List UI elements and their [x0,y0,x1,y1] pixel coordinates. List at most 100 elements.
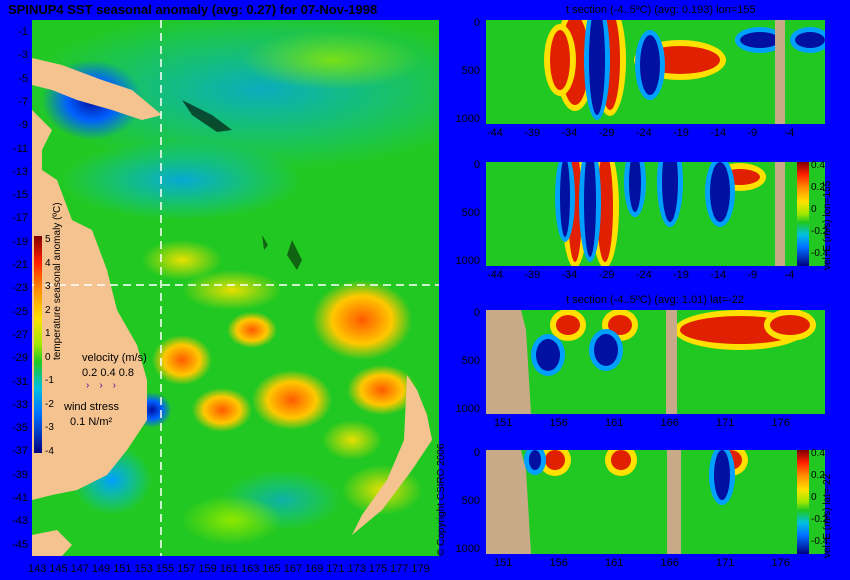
map-y-tick: -23 [12,282,28,295]
land-mask [775,162,785,266]
velocity-colorbar [797,450,809,554]
velocity-colorbar [797,162,809,266]
map-y-tick: -27 [12,328,28,341]
map-x-tick: 151 [113,563,132,575]
panel-x-tick: -14 [710,127,727,139]
panel-x-tick: 161 [605,417,624,429]
map-y-tick: -11 [12,142,28,155]
colorbar-tick: 0.4 [811,160,825,171]
panel-title: t section (-4..5ºC) (avg: 1.01) lat=-22 [566,294,744,306]
panel-x-tick: -39 [524,127,541,139]
cold-core [662,162,678,222]
panel-y-tick: 0 [473,307,480,319]
panel-x-tick: -19 [673,127,689,139]
colorbar-tick: -0.2 [811,514,829,525]
velocity-legend-values: 0.2 0.4 0.8 [82,367,134,379]
map-colorbar-tick: 0 [45,351,51,363]
map-x-tick: 149 [91,563,111,575]
map-y-tick: -29 [12,352,28,365]
panel-y-tick: 1000 [455,255,480,267]
cold-core [640,35,660,95]
coast-land [486,450,531,554]
map-x-tick: 179 [411,563,430,575]
panel-x-tick: -4 [784,269,795,281]
map-y-tick: -15 [12,189,28,202]
land-mask [667,450,681,554]
map-y-tick: -31 [12,375,28,388]
map-y-tick: -33 [12,398,28,411]
panel-x-tick: 151 [494,417,513,429]
panel-y-tick: 0 [473,17,480,29]
map-y-tick: -39 [12,468,28,481]
map-colorbar-tick: 2 [45,304,51,316]
velocity-legend-label: velocity (m/s) [82,352,147,364]
panel-x-tick: 156 [549,417,568,429]
panel-x-tick: 176 [771,557,790,569]
map-x-tick: 143 [28,563,47,575]
panel-x-tick: -44 [487,127,503,139]
panel-title: t section (-4..5ºC) (avg: 0.193) lon=155 [566,4,756,16]
colorbar-tick: 0 [811,492,817,503]
section-panel-2 [486,162,825,266]
panel-x-tick: 166 [660,557,679,569]
panel-x-tick: -34 [561,269,578,281]
colorbar-tick: -0.2 [811,226,829,237]
new-zealand-land [352,375,432,535]
section-panel-1 [486,20,825,124]
cold-core [529,450,541,470]
panel-x-tick: 171 [716,557,735,569]
panel-y-tick: 1000 [455,113,480,125]
panel-y-tick: 1000 [455,403,480,415]
map-colorbar-tick: 4 [45,257,51,269]
map-colorbar-tick: -1 [45,375,54,386]
map-y-tick: -5 [18,72,28,85]
australia-land [32,110,147,500]
hot-core [550,30,570,90]
panel-x-tick: 166 [660,417,679,429]
map-x-tick: 173 [347,563,366,575]
map-y-tick: -17 [12,212,28,225]
map-x-tick: 167 [283,563,302,575]
panel-y-tick: 500 [461,355,480,367]
cold-core [589,20,605,115]
map-title: SPINUP4 SST seasonal anomaly (avg: 0.27)… [8,2,378,17]
panel-y-tick: 0 [473,447,480,459]
hot-core [611,450,631,470]
panel-x-tick: -24 [635,269,652,281]
colorbar-tick: 0.2 [811,470,825,481]
cold-core [740,32,780,48]
map-y-tick: -43 [12,515,28,528]
map-y-tick: -19 [12,235,28,248]
cold-core [536,339,560,371]
map-x-tick: 159 [198,563,217,575]
panel-x-tick: -34 [561,127,578,139]
sst-map [32,20,439,556]
wind-legend-value: 0.1 N/m² [70,416,113,428]
panel-x-tick: -39 [524,269,541,281]
panel-x-tick: -44 [487,269,503,281]
panel-x-tick: -4 [784,127,795,139]
panel-x-tick: 151 [494,557,513,569]
cold-core [795,32,825,48]
panel-x-tick: -19 [673,269,689,281]
map-x-tick: 155 [155,563,175,575]
map-x-tick: 157 [177,563,196,575]
panel-x-tick: -9 [747,127,758,139]
map-colorbar-tick: -2 [45,398,54,410]
map-colorbar [34,236,42,453]
map-x-tick: 163 [241,563,260,575]
hot-core [556,315,580,335]
section-panel-4 [486,450,825,554]
map-colorbar-tick: -3 [45,422,54,433]
land-mask [775,20,785,124]
cold-core [584,162,596,257]
map-y-tick: -37 [12,445,28,458]
map-x-tick: 145 [49,563,68,575]
panel-x-tick: -24 [635,127,652,139]
colorbar-label: vel. E (m/s) lat=-22 [822,473,833,558]
map-x-tick: 171 [326,563,345,575]
hot-core [597,162,613,262]
map-x-tick: 177 [390,563,409,575]
colorbar-tick: 0 [811,204,817,215]
map-y-tick: -21 [12,259,28,271]
